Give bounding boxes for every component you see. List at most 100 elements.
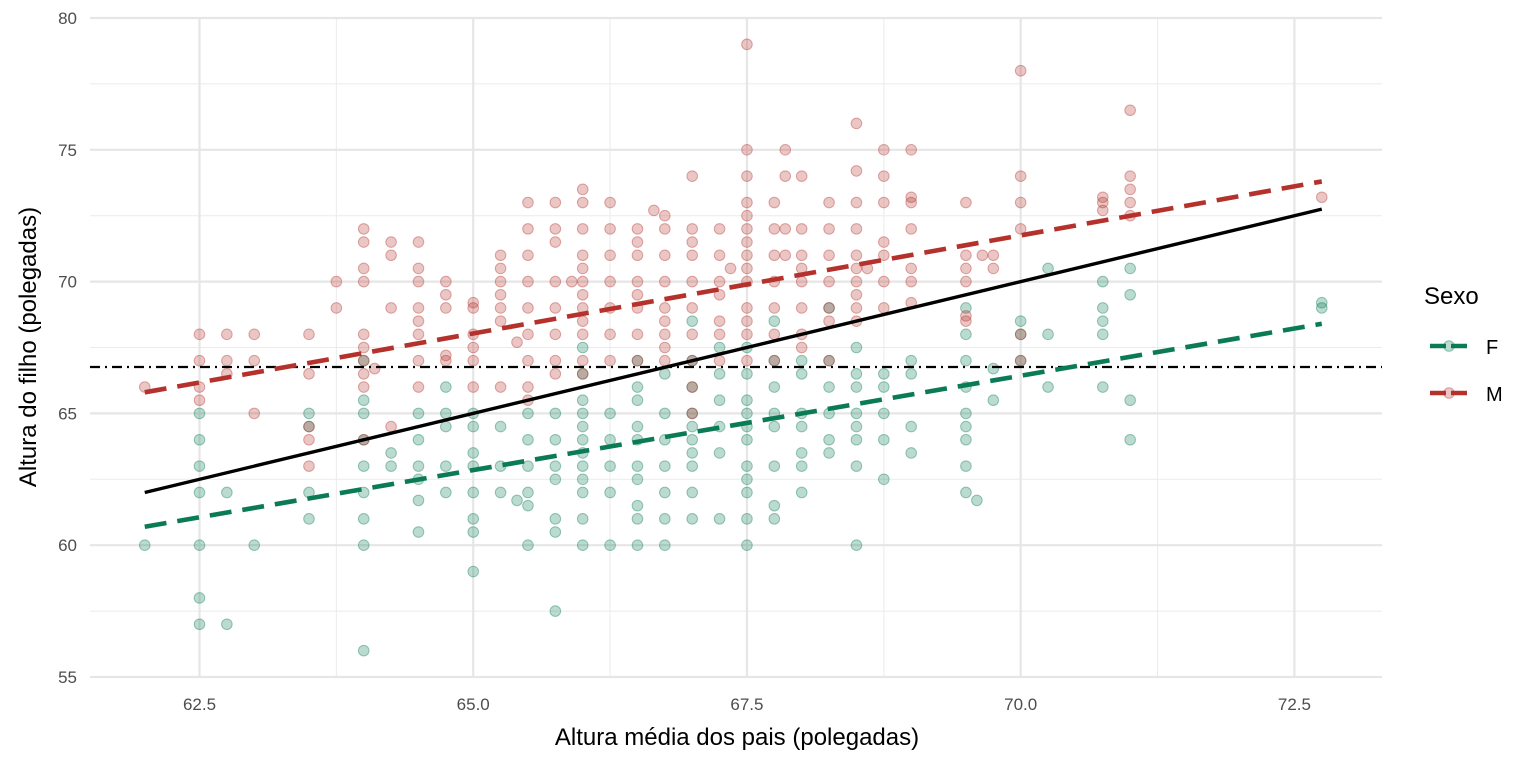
data-point-f <box>659 460 671 472</box>
data-point-f <box>138 539 151 552</box>
overall-fit-line <box>144 207 1323 495</box>
data-point-f <box>193 618 206 631</box>
legend-key-point-m <box>1443 387 1455 399</box>
y-tick-label: 75 <box>58 141 77 160</box>
data-point-f <box>1315 296 1328 309</box>
data-point-m <box>659 302 671 314</box>
data-point-f <box>1124 394 1136 407</box>
data-point-m <box>1315 191 1328 204</box>
data-point-m <box>768 223 781 235</box>
data-point-f <box>686 315 699 327</box>
data-point-m <box>659 249 671 262</box>
data-point-m <box>565 275 578 288</box>
data-point-m <box>795 341 808 354</box>
data-point-m <box>741 144 753 156</box>
data-point-m <box>522 354 534 367</box>
data-point-m <box>549 236 562 248</box>
legend-entries: FM <box>1430 337 1503 406</box>
data-point-m <box>659 354 671 367</box>
data-point-m <box>576 196 589 209</box>
data-point-f <box>385 460 397 472</box>
data-point-f <box>850 368 863 380</box>
data-point-m <box>576 262 589 275</box>
data-point-f <box>549 473 562 486</box>
data-point-f <box>193 486 206 499</box>
data-point-f <box>631 473 644 486</box>
data-point-m <box>631 328 644 341</box>
data-point-f <box>511 494 523 507</box>
y-tick-label: 80 <box>58 9 77 28</box>
data-point-f <box>576 341 589 354</box>
data-point-m <box>659 328 671 341</box>
data-point-f <box>412 433 425 446</box>
data-point-f <box>768 460 781 472</box>
data-point-m <box>659 223 671 235</box>
data-point-m <box>385 302 397 314</box>
data-point-f <box>494 420 507 433</box>
data-point-f <box>1124 433 1136 446</box>
data-point-m <box>385 420 397 433</box>
fit-line-f <box>144 321 1323 530</box>
data-point-m <box>659 341 671 354</box>
data-point-m <box>440 302 452 314</box>
data-point-m <box>741 223 753 235</box>
data-point-f <box>823 354 835 367</box>
data-point-f <box>960 302 972 314</box>
data-point-f <box>987 362 1000 375</box>
data-point-f <box>686 433 699 446</box>
data-point-f <box>878 381 890 393</box>
data-point-m <box>768 328 781 341</box>
data-point-f <box>659 407 671 420</box>
y-axis-title: Altura do filho (polegadas) <box>15 207 42 487</box>
data-point-m <box>631 354 644 367</box>
data-point-m <box>412 354 425 367</box>
data-point-m <box>850 288 863 301</box>
data-points <box>138 38 1328 657</box>
data-point-m <box>659 209 671 222</box>
data-point-f <box>357 513 370 525</box>
data-point-f <box>549 433 562 446</box>
data-point-m <box>960 262 972 275</box>
data-point-f <box>905 420 917 433</box>
data-point-m <box>741 196 753 209</box>
data-point-f <box>303 407 315 420</box>
data-point-f <box>686 460 699 472</box>
y-tick-label: 70 <box>58 273 77 292</box>
data-point-m <box>878 249 890 262</box>
data-point-m <box>1014 223 1027 235</box>
data-point-f <box>549 513 562 525</box>
x-axis-title: Altura média dos pais (polegadas) <box>555 724 919 751</box>
data-point-m <box>713 223 726 235</box>
data-point-m <box>576 288 589 301</box>
data-point-m <box>604 354 616 367</box>
data-point-m <box>741 38 753 51</box>
data-point-m <box>549 328 562 341</box>
data-point-f <box>631 420 644 433</box>
data-point-m <box>987 249 1000 262</box>
data-point-m <box>741 249 753 262</box>
data-point-f <box>576 460 589 472</box>
data-point-m <box>467 354 480 367</box>
data-point-f <box>686 420 699 433</box>
data-point-m <box>357 354 370 367</box>
data-point-m <box>303 433 315 446</box>
data-point-m <box>648 204 660 217</box>
data-point-f <box>741 513 753 525</box>
data-point-f <box>440 460 452 472</box>
data-point-f <box>1014 328 1027 341</box>
data-point-m <box>741 315 753 327</box>
data-point-f <box>768 420 781 433</box>
data-point-m <box>467 302 480 314</box>
data-point-m <box>850 223 863 235</box>
data-point-m <box>878 144 890 156</box>
legend-label-m: M <box>1486 384 1503 406</box>
data-point-m <box>779 223 792 235</box>
data-point-f <box>960 486 972 499</box>
data-point-f <box>440 407 452 420</box>
data-point-m <box>522 249 534 262</box>
data-point-f <box>522 499 534 512</box>
data-point-m <box>357 236 370 248</box>
data-point-f <box>576 420 589 433</box>
data-point-m <box>303 328 315 341</box>
data-point-m <box>1096 191 1109 204</box>
